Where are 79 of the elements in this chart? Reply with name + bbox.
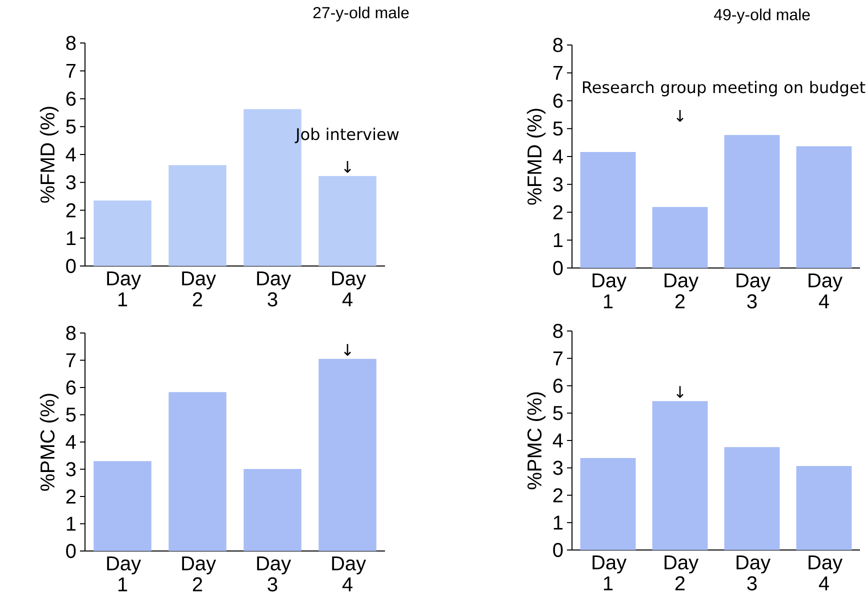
y-tick-label: 6: [553, 378, 563, 393]
y-tick-label: 7: [66, 353, 76, 368]
bar: [168, 392, 226, 551]
y-tick-label: 4: [552, 150, 563, 164]
y-tick-label: 4: [66, 435, 76, 449]
y-tick-label: 3: [66, 462, 76, 476]
y-tick-label: 0: [553, 260, 563, 276]
y-tick-label: 7: [553, 351, 562, 366]
y-tick-label: 5: [66, 408, 76, 422]
bar: [724, 447, 780, 550]
x-tick-label: Day 1: [592, 556, 627, 590]
y-tick-label: 8: [553, 324, 563, 338]
x-tick-label: Day 1: [107, 556, 142, 592]
y-tick-label: 8: [66, 36, 76, 50]
y-tick-label: 1: [554, 516, 563, 530]
y-tick-label: 3: [66, 175, 76, 190]
y-tick-label: 0: [66, 544, 76, 558]
x-tick-label: Day 3: [257, 272, 292, 306]
y-tick-label: 4: [552, 434, 563, 448]
y-tick-label: 7: [553, 66, 562, 80]
x-tick-label: Day 2: [664, 556, 699, 590]
y-axis-title: %FMD (%): [526, 108, 546, 205]
chart-title: 27-y-old male: [313, 6, 409, 22]
bar: [318, 358, 376, 551]
y-axis-title: %PMC (%): [526, 392, 546, 490]
bar: [244, 468, 302, 551]
x-tick-label: Day 3: [736, 274, 771, 308]
x-tick-label: Day 4: [332, 272, 366, 306]
y-tick-label: 6: [66, 92, 76, 106]
annotation: ↓: [344, 161, 351, 173]
bar: [94, 461, 152, 551]
y-tick-label: 1: [66, 516, 76, 531]
x-tick-label: Day 4: [808, 274, 843, 308]
annotation: Job interview: [294, 128, 399, 144]
y-axis-title: %FMD (%): [40, 106, 59, 203]
y-axis-title: %PMC (%): [40, 394, 59, 491]
annotation: ↓: [344, 344, 351, 356]
x-tick-label: Day 4: [332, 556, 366, 592]
y-tick-label: 8: [553, 38, 563, 52]
annotation: ↓: [676, 386, 684, 398]
y-tick-label: 3: [553, 460, 563, 475]
y-tick-label: 7: [66, 64, 76, 78]
bar: [580, 152, 636, 268]
y-tick-label: 2: [553, 488, 562, 502]
x-tick-label: Day 3: [736, 556, 771, 590]
x-tick-label: Day 2: [182, 556, 216, 592]
bar: [580, 458, 636, 550]
y-tick-label: 4: [66, 148, 76, 162]
y-tick-label: 0: [553, 542, 563, 558]
y-tick-label: 2: [66, 203, 76, 218]
bar: [652, 206, 708, 268]
x-tick-label: Day 3: [257, 556, 292, 592]
bar: [94, 200, 152, 266]
y-tick-label: 2: [66, 490, 76, 504]
bar: [796, 146, 852, 268]
bar: [318, 176, 376, 266]
chart-title: 49-y-old male: [714, 8, 810, 24]
bar: [724, 135, 780, 268]
x-tick-label: Day 1: [592, 274, 627, 308]
y-tick-label: 6: [553, 94, 563, 108]
bar: [652, 401, 708, 550]
y-tick-label: 3: [553, 177, 563, 192]
annotation: Research group meeting on budget: [583, 80, 866, 96]
y-tick-label: 5: [66, 120, 76, 134]
annotation: ↓: [676, 110, 684, 122]
x-tick-label: Day 2: [182, 272, 216, 306]
x-tick-label: Day 2: [664, 274, 699, 308]
x-tick-label: Day 1: [107, 272, 142, 306]
y-tick-label: 6: [66, 380, 76, 395]
y-tick-label: 0: [66, 258, 76, 274]
x-tick-label: Day 4: [808, 556, 843, 590]
y-tick-label: 1: [66, 231, 76, 245]
y-tick-label: 5: [553, 122, 563, 136]
y-tick-label: 5: [553, 406, 563, 420]
bar: [168, 165, 226, 266]
bar: [796, 466, 852, 550]
y-tick-label: 1: [554, 233, 563, 248]
y-tick-label: 2: [553, 205, 562, 220]
y-tick-label: 8: [66, 326, 76, 340]
